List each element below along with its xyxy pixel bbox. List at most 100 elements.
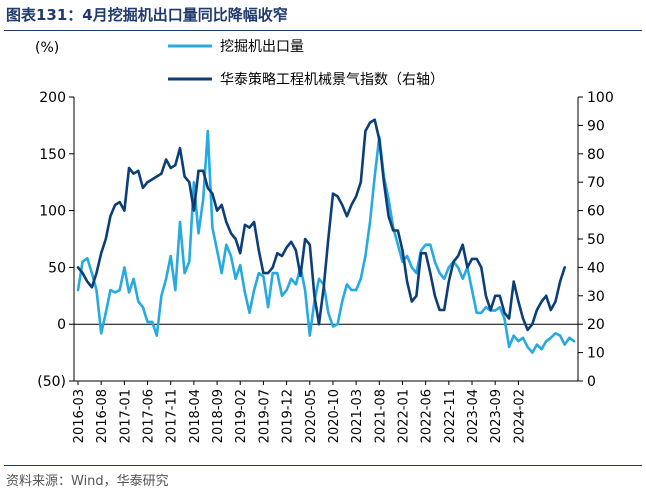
series-2-point — [550, 309, 552, 311]
series-1-point — [114, 291, 116, 293]
series-2-point — [350, 204, 353, 206]
series-1-point — [397, 244, 399, 246]
series-1-point — [476, 312, 478, 314]
left-axis-unit-label: (%) — [35, 40, 59, 56]
series-2-point — [466, 266, 468, 268]
series-2-point — [119, 201, 121, 203]
series-2-point — [369, 122, 371, 124]
series-1-point — [573, 340, 575, 342]
series-2-point — [531, 323, 533, 325]
series-1-point — [346, 283, 348, 285]
series-2-point — [448, 281, 450, 283]
series-2-point — [290, 241, 292, 243]
series-2-point — [165, 158, 167, 161]
series-1-point — [388, 198, 390, 200]
series-1-point — [109, 289, 111, 291]
x-tick-label: 2022-06 — [420, 389, 435, 443]
series-1-point — [420, 249, 422, 251]
series-1-point — [216, 249, 218, 251]
series-2-point — [304, 238, 306, 240]
series-1-point — [230, 255, 232, 257]
series-2-point — [258, 249, 260, 251]
series-2-point — [253, 221, 255, 223]
series-1-point — [253, 289, 255, 291]
series-1-point — [350, 289, 353, 291]
series-1-point — [281, 295, 283, 297]
series-1-point — [137, 300, 139, 303]
series-1-point — [471, 289, 473, 291]
series-2-point — [239, 252, 241, 254]
x-tick-label: 2022-11 — [443, 389, 458, 443]
series-1-point — [123, 266, 125, 268]
series-2-point — [439, 309, 441, 311]
series-2-point — [429, 272, 431, 274]
right-tick-label: 50 — [587, 232, 605, 248]
series-1-point — [160, 295, 162, 297]
series-1-point — [318, 278, 320, 280]
series-1-point — [527, 346, 529, 348]
series-2-point — [170, 167, 172, 169]
series-1-point — [559, 335, 561, 337]
series-1-point — [462, 278, 464, 280]
series-1-point — [364, 255, 366, 257]
right-tick-label: 100 — [587, 90, 614, 106]
series-2-point — [151, 178, 153, 180]
footer-divider — [4, 465, 642, 466]
series-2-point — [91, 286, 93, 288]
series-1-point — [100, 332, 102, 334]
series-1-point — [337, 323, 339, 325]
series-2-point — [309, 244, 311, 246]
series-2-point — [174, 164, 176, 166]
series-1-point — [545, 340, 547, 342]
series-1-point — [531, 352, 533, 354]
series-2-point — [207, 187, 209, 189]
series-2-point — [276, 252, 278, 254]
series-1-point — [235, 278, 237, 280]
series-2-point — [299, 275, 302, 277]
x-tick-label: 2019-02 — [234, 389, 249, 443]
series-1-point — [568, 337, 571, 339]
series-1-point — [225, 244, 227, 246]
series-2-point — [142, 187, 144, 189]
series-1-point — [434, 261, 436, 263]
right-tick-label: 30 — [587, 289, 605, 305]
right-tick-label: 90 — [587, 118, 605, 134]
right-tick-label: 20 — [587, 317, 605, 333]
right-tick-label: 60 — [587, 204, 605, 220]
series-2-point — [499, 295, 501, 297]
series-2-point — [281, 255, 283, 257]
series-2-point — [383, 181, 385, 183]
series-1-point — [244, 291, 246, 293]
series-2-point — [536, 309, 538, 311]
series-2-point — [188, 181, 190, 183]
series-2-point — [494, 295, 496, 297]
left-tick-label: 100 — [39, 204, 66, 220]
series-2-point — [230, 232, 232, 234]
series-2-point — [522, 317, 524, 320]
x-tick-label: 2017-01 — [118, 389, 133, 443]
series-1-point — [77, 289, 79, 291]
series-2-point — [82, 272, 84, 274]
series-layer — [76, 118, 576, 354]
series-2-point — [128, 167, 130, 169]
series-1-point — [193, 181, 195, 183]
chart-title: 图表131：4月挖掘机出口量同比降幅收窄 — [6, 6, 288, 24]
series-2-point — [313, 295, 315, 297]
series-1-point — [536, 344, 538, 346]
series-2-point — [272, 266, 274, 268]
series-1-point — [369, 221, 371, 223]
series-2-point — [225, 221, 227, 223]
series-1-point — [448, 266, 450, 268]
left-tick-label: 200 — [39, 90, 66, 106]
series-1-point — [304, 289, 306, 291]
series-2-point — [378, 139, 380, 141]
series-1-point — [503, 317, 506, 320]
series-1-point — [165, 278, 167, 280]
series-1-point — [290, 278, 292, 280]
series-1-point — [341, 300, 343, 303]
series-1-point — [517, 340, 520, 342]
series-1-point — [239, 264, 241, 266]
series-2-point — [133, 173, 135, 175]
left-tick-label: 0 — [57, 317, 66, 333]
